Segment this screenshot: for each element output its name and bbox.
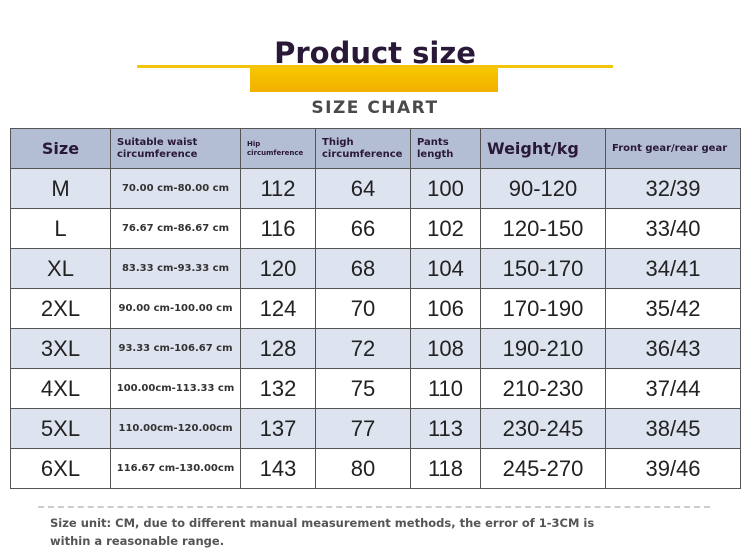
- table-row: 4XL 100.00cm-113.33 cm 132 75 110 210-230 37/4…: [10, 368, 741, 409]
- table-row: 5XL 110.00cm-120.00cm 137 77 113 230-245 38/45: [10, 408, 741, 449]
- table-cell: 90.00 cm-100.00 cm: [110, 288, 241, 329]
- table-cell: 143: [240, 448, 316, 489]
- table-row: XL 83.33 cm-93.33 cm 120 68 104 150-170 34/41: [10, 248, 741, 289]
- table-cell: 102: [410, 208, 481, 249]
- divider: [38, 506, 710, 508]
- table-cell: 38/45: [605, 408, 741, 449]
- table-cell: 35/42: [605, 288, 741, 329]
- table-cell: 113: [410, 408, 481, 449]
- table-row: 6XL 116.67 cm-130.00cm 143 80 118 245-270 39/4…: [10, 448, 741, 489]
- footnote: Size unit: CM, due to different manual m…: [50, 516, 595, 548]
- title-rule: [137, 65, 613, 68]
- table-cell: 72: [315, 328, 411, 369]
- column-header: Thigh circumference: [315, 128, 411, 169]
- title-accent: [250, 66, 498, 92]
- table-cell: 32/39: [605, 168, 741, 209]
- column-header: Weight/kg: [480, 128, 606, 169]
- column-header: Size: [10, 128, 111, 169]
- table-row: 2XL 90.00 cm-100.00 cm 124 70 106 170-190 35/4…: [10, 288, 741, 329]
- table-cell: 70: [315, 288, 411, 329]
- table-cell: 110: [410, 368, 481, 409]
- table-cell: 77: [315, 408, 411, 449]
- table-cell: 4XL: [10, 368, 111, 409]
- table-cell: 39/46: [605, 448, 741, 489]
- table-cell: 124: [240, 288, 316, 329]
- table-cell: 190-210: [480, 328, 606, 369]
- table-cell: 230-245: [480, 408, 606, 449]
- table-cell: 112: [240, 168, 316, 209]
- table-cell: XL: [10, 248, 111, 289]
- table-cell: 66: [315, 208, 411, 249]
- table-cell: 93.33 cm-106.67 cm: [110, 328, 241, 369]
- table-cell: 104: [410, 248, 481, 289]
- table-cell: 36/43: [605, 328, 741, 369]
- table-cell: 100: [410, 168, 481, 209]
- column-header: Suitable waist circumference: [110, 128, 241, 169]
- table-cell: 80: [315, 448, 411, 489]
- table-row: M 70.00 cm-80.00 cm 112 64 100 90-120 32/39: [10, 168, 741, 209]
- table-row: 3XL 93.33 cm-106.67 cm 128 72 108 190-210 36/4…: [10, 328, 741, 369]
- title: Product size: [274, 36, 476, 70]
- table-cell: 245-270: [480, 448, 606, 489]
- table-cell: 120-150: [480, 208, 606, 249]
- header-row: Size Suitable waist circumference Hip circ…: [10, 128, 741, 169]
- table-cell: 5XL: [10, 408, 111, 449]
- table-cell: 128: [240, 328, 316, 369]
- table-cell: M: [10, 168, 111, 209]
- table-cell: 116.67 cm-130.00cm: [110, 448, 241, 489]
- table-cell: 132: [240, 368, 316, 409]
- column-header: Pants length: [410, 128, 481, 169]
- table-cell: 2XL: [10, 288, 111, 329]
- table-cell: 116: [240, 208, 316, 249]
- table-cell: 64: [315, 168, 411, 209]
- table-cell: 68: [315, 248, 411, 289]
- table-cell: 3XL: [10, 328, 111, 369]
- table-body: M 70.00 cm-80.00 cm 112 64 100 90-120 32/39 L 76…: [10, 168, 741, 489]
- table-cell: L: [10, 208, 111, 249]
- table-cell: 120: [240, 248, 316, 289]
- table-cell: 33/40: [605, 208, 741, 249]
- table-cell: 110.00cm-120.00cm: [110, 408, 241, 449]
- table-cell: 83.33 cm-93.33 cm: [110, 248, 241, 289]
- table-cell: 150-170: [480, 248, 606, 289]
- table-cell: 75: [315, 368, 411, 409]
- table-cell: 170-190: [480, 288, 606, 329]
- table-cell: 6XL: [10, 448, 111, 489]
- column-header: Front gear/rear gear: [605, 128, 741, 169]
- table-cell: 118: [410, 448, 481, 489]
- table-cell: 100.00cm-113.33 cm: [110, 368, 241, 409]
- column-header: Hip circumference: [240, 128, 316, 169]
- table-cell: 70.00 cm-80.00 cm: [110, 168, 241, 209]
- table-cell: 108: [410, 328, 481, 369]
- table-cell: 137: [240, 408, 316, 449]
- table-cell: 37/44: [605, 368, 741, 409]
- table-cell: 106: [410, 288, 481, 329]
- table-row: L 76.67 cm-86.67 cm 116 66 102 120-150 33/40: [10, 208, 741, 249]
- table-cell: 90-120: [480, 168, 606, 209]
- subtitle: SIZE CHART: [311, 98, 439, 118]
- size-table: Size Suitable waist circumference Hip circ…: [10, 128, 741, 489]
- table-cell: 76.67 cm-86.67 cm: [110, 208, 241, 249]
- table-cell: 210-230: [480, 368, 606, 409]
- table-cell: 34/41: [605, 248, 741, 289]
